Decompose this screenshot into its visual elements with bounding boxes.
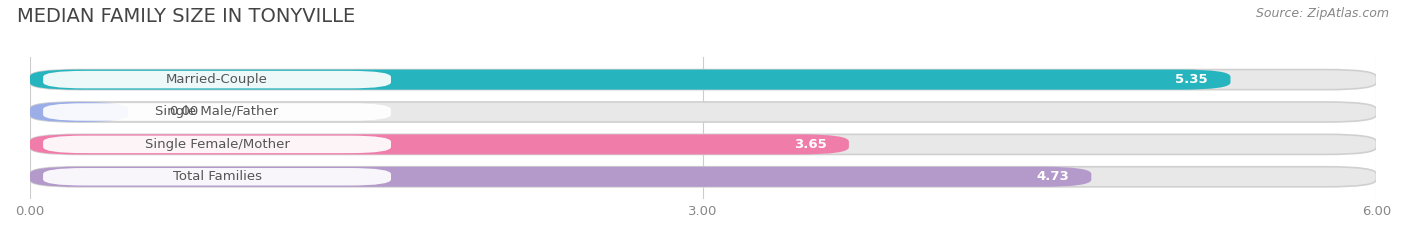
Text: Single Female/Mother: Single Female/Mother bbox=[145, 138, 290, 151]
FancyBboxPatch shape bbox=[30, 167, 1376, 187]
FancyBboxPatch shape bbox=[30, 134, 849, 154]
FancyBboxPatch shape bbox=[30, 70, 1230, 90]
Text: Single Male/Father: Single Male/Father bbox=[156, 106, 278, 119]
FancyBboxPatch shape bbox=[44, 136, 391, 153]
Text: Source: ZipAtlas.com: Source: ZipAtlas.com bbox=[1256, 7, 1389, 20]
Text: Total Families: Total Families bbox=[173, 170, 262, 183]
FancyBboxPatch shape bbox=[44, 71, 391, 88]
FancyBboxPatch shape bbox=[30, 102, 1376, 122]
Text: 3.65: 3.65 bbox=[794, 138, 827, 151]
FancyBboxPatch shape bbox=[30, 134, 1376, 154]
FancyBboxPatch shape bbox=[30, 167, 1091, 187]
Text: Married-Couple: Married-Couple bbox=[166, 73, 269, 86]
FancyBboxPatch shape bbox=[44, 168, 391, 185]
FancyBboxPatch shape bbox=[44, 103, 391, 121]
FancyBboxPatch shape bbox=[30, 102, 128, 122]
Text: 4.73: 4.73 bbox=[1036, 170, 1069, 183]
Text: MEDIAN FAMILY SIZE IN TONYVILLE: MEDIAN FAMILY SIZE IN TONYVILLE bbox=[17, 7, 356, 26]
Text: 0.00: 0.00 bbox=[169, 106, 198, 119]
FancyBboxPatch shape bbox=[30, 70, 1376, 90]
Text: 5.35: 5.35 bbox=[1175, 73, 1208, 86]
